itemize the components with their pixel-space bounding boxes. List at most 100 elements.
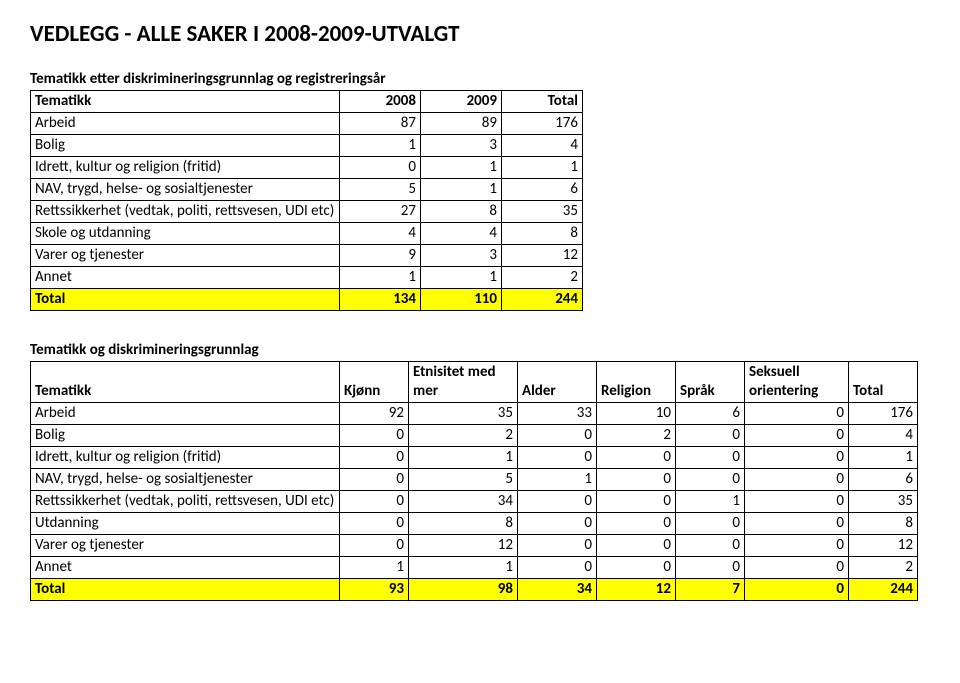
row-label: NAV, trygd, helse- og sosialtjenester [31, 468, 340, 490]
row-value: 0 [597, 512, 676, 534]
row-label: Varer og tjenester [31, 245, 340, 267]
row-value: 8 [421, 201, 502, 223]
row-label: Utdanning [31, 512, 340, 534]
table-row: Rettssikkerhet (vedtak, politi, rettsves… [31, 490, 918, 512]
row-value: 12 [849, 534, 918, 556]
page-title: VEDLEGG - ALLE SAKER I 2008-2009-UTVALGT [30, 20, 930, 48]
row-value: 1 [340, 135, 421, 157]
table-row: Skole og utdanning448 [31, 223, 583, 245]
row-value: 33 [518, 402, 597, 424]
row-value: 0 [676, 446, 745, 468]
row-value: 12 [409, 534, 518, 556]
table2-header-row: Tematikk Kjønn Etnisitet med mer Alder R… [31, 362, 918, 403]
table2-col-0: Tematikk [31, 362, 340, 403]
row-value: 0 [518, 512, 597, 534]
table2-col-1: Kjønn [340, 362, 409, 403]
table2-col-4: Religion [597, 362, 676, 403]
row-value: 5 [340, 179, 421, 201]
table2-total-label: Total [31, 578, 340, 600]
row-value: 34 [409, 490, 518, 512]
table-row: Varer og tjenester012000012 [31, 534, 918, 556]
row-value: 0 [518, 556, 597, 578]
row-label: Idrett, kultur og religion (fritid) [31, 446, 340, 468]
row-value: 0 [340, 446, 409, 468]
row-value: 0 [518, 534, 597, 556]
row-value: 0 [597, 556, 676, 578]
row-value: 0 [340, 490, 409, 512]
table1-total-row: Total 134 110 244 [31, 289, 583, 311]
row-value: 0 [518, 446, 597, 468]
row-value: 1 [409, 446, 518, 468]
table2: Tematikk Kjønn Etnisitet med mer Alder R… [30, 361, 918, 601]
table1-col-2: 2009 [421, 91, 502, 113]
row-label: Rettssikkerhet (vedtak, politi, rettsves… [31, 490, 340, 512]
row-value: 0 [676, 468, 745, 490]
row-label: Arbeid [31, 113, 340, 135]
row-value: 0 [340, 534, 409, 556]
table2-total-6: 0 [745, 578, 849, 600]
row-label: NAV, trygd, helse- og sosialtjenester [31, 179, 340, 201]
table1-col-1: 2008 [340, 91, 421, 113]
row-value: 0 [340, 157, 421, 179]
row-value: 6 [676, 402, 745, 424]
row-value: 0 [518, 490, 597, 512]
table-row: Rettssikkerhet (vedtak, politi, rettsves… [31, 201, 583, 223]
table-row: NAV, trygd, helse- og sosialtjenester516 [31, 179, 583, 201]
table1-total-label: Total [31, 289, 340, 311]
table2-caption: Tematikk og diskrimineringsgrunnlag [30, 341, 930, 359]
table-row: NAV, trygd, helse- og sosialtjenester051… [31, 468, 918, 490]
table-row: Utdanning0800008 [31, 512, 918, 534]
row-value: 176 [849, 402, 918, 424]
row-value: 0 [745, 490, 849, 512]
table1-total-1: 134 [340, 289, 421, 311]
row-value: 12 [502, 245, 583, 267]
row-value: 0 [745, 534, 849, 556]
row-value: 4 [502, 135, 583, 157]
table-row: Idrett, kultur og religion (fritid)01000… [31, 446, 918, 468]
row-value: 4 [849, 424, 918, 446]
table2-col-5: Språk [676, 362, 745, 403]
row-value: 1 [409, 556, 518, 578]
row-value: 0 [745, 446, 849, 468]
row-value: 0 [340, 424, 409, 446]
row-label: Bolig [31, 424, 340, 446]
row-value: 6 [502, 179, 583, 201]
table2-total-2: 98 [409, 578, 518, 600]
row-value: 0 [597, 490, 676, 512]
row-value: 1 [676, 490, 745, 512]
table2-total-4: 12 [597, 578, 676, 600]
row-value: 6 [849, 468, 918, 490]
table2-total-5: 7 [676, 578, 745, 600]
table2-total-3: 34 [518, 578, 597, 600]
row-value: 0 [597, 468, 676, 490]
row-value: 0 [745, 556, 849, 578]
table2-total-row: Total 93 98 34 12 7 0 244 [31, 578, 918, 600]
table-row: Arbeid9235331060176 [31, 402, 918, 424]
row-label: Skole og utdanning [31, 223, 340, 245]
row-value: 1 [421, 157, 502, 179]
row-value: 35 [502, 201, 583, 223]
row-value: 3 [421, 245, 502, 267]
row-value: 3 [421, 135, 502, 157]
row-value: 1 [518, 468, 597, 490]
row-value: 27 [340, 201, 421, 223]
row-value: 1 [421, 267, 502, 289]
table2-total-7: 244 [849, 578, 918, 600]
row-value: 1 [849, 446, 918, 468]
row-value: 2 [502, 267, 583, 289]
table2-total-1: 93 [340, 578, 409, 600]
row-value: 1 [421, 179, 502, 201]
row-label: Idrett, kultur og religion (fritid) [31, 157, 340, 179]
row-value: 1 [340, 556, 409, 578]
table1: Tematikk 2008 2009 Total Arbeid8789176Bo… [30, 90, 583, 311]
row-value: 9 [340, 245, 421, 267]
table1-total-2: 110 [421, 289, 502, 311]
table-row: Bolig0202004 [31, 424, 918, 446]
table1-total-3: 244 [502, 289, 583, 311]
row-value: 0 [676, 534, 745, 556]
table2-col-7: Total [849, 362, 918, 403]
table-row: Annet1100002 [31, 556, 918, 578]
row-value: 0 [745, 402, 849, 424]
row-value: 1 [340, 267, 421, 289]
row-value: 0 [340, 512, 409, 534]
